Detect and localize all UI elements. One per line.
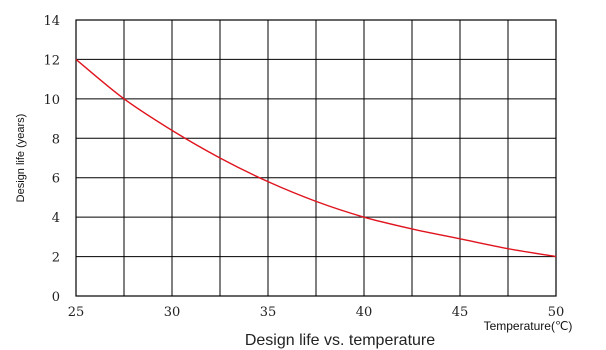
y-tick-label: 8 [52,132,60,147]
y-tick-label: 10 [43,93,60,108]
y-axis-label: Design life (years) [15,114,27,203]
x-tick-label: 30 [164,305,181,320]
x-axis-label: Temperature(℃) [484,319,573,333]
y-tick-label: 4 [52,211,60,226]
plot-frame [75,19,557,297]
y-tick-label: 14 [43,14,60,29]
x-tick-label: 40 [356,305,373,320]
y-tick-label: 12 [43,53,60,68]
x-ticks: 25 30 35 40 45 50 [68,305,565,320]
y-tick-label: 2 [52,251,60,266]
series-line [75,58,557,258]
x-tick-label: 45 [452,305,469,320]
x-tick-label: 50 [548,305,565,320]
y-ticks: 0 2 4 6 8 10 12 14 [43,14,60,305]
y-tick-label: 0 [52,290,60,305]
series-layer [75,58,557,258]
chart-caption: Design life vs. temperature [245,332,435,349]
x-tick-label: 25 [68,305,85,320]
x-tick-label: 35 [260,305,277,320]
y-tick-label: 6 [52,172,60,187]
